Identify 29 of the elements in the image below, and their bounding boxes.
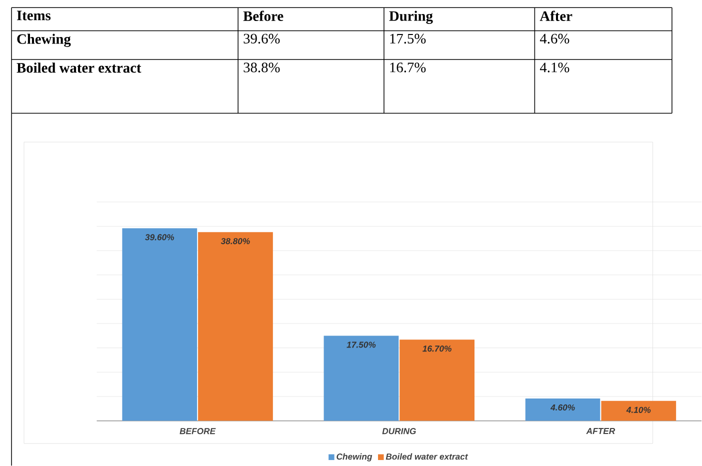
bar (198, 232, 273, 421)
text: Items (17, 10, 51, 20)
data-label: 17.50% (346, 342, 376, 348)
bar (525, 398, 600, 421)
text: 39.6% (244, 34, 280, 44)
text: 4.6% (540, 34, 570, 44)
bar (324, 336, 399, 421)
text: 16.7% (390, 62, 426, 72)
data-label: 16.70% (422, 346, 452, 352)
text: 17.5% (390, 34, 426, 44)
x-tick-label: AFTER (586, 428, 616, 434)
text: Before (243, 10, 284, 22)
text: 38.8% (244, 62, 280, 72)
text: After (540, 10, 572, 22)
legend-label: Boiled water extract (386, 453, 468, 460)
bar (400, 340, 474, 421)
data-label: 4.10% (626, 406, 651, 413)
x-tick-label: BEFORE (180, 428, 216, 434)
data-label: 39.60% (145, 234, 174, 240)
x-tick-label: DURING (382, 428, 416, 434)
text: Chewing (17, 34, 71, 47)
legend-label: Chewing (336, 453, 372, 462)
text: 4.1% (540, 62, 570, 72)
text: Boiled water extract (16, 62, 142, 73)
data-label: 38.80% (220, 238, 250, 244)
bar (122, 228, 198, 421)
data-label: 4.60% (550, 404, 575, 411)
text: During (389, 10, 433, 24)
bar (601, 400, 676, 421)
